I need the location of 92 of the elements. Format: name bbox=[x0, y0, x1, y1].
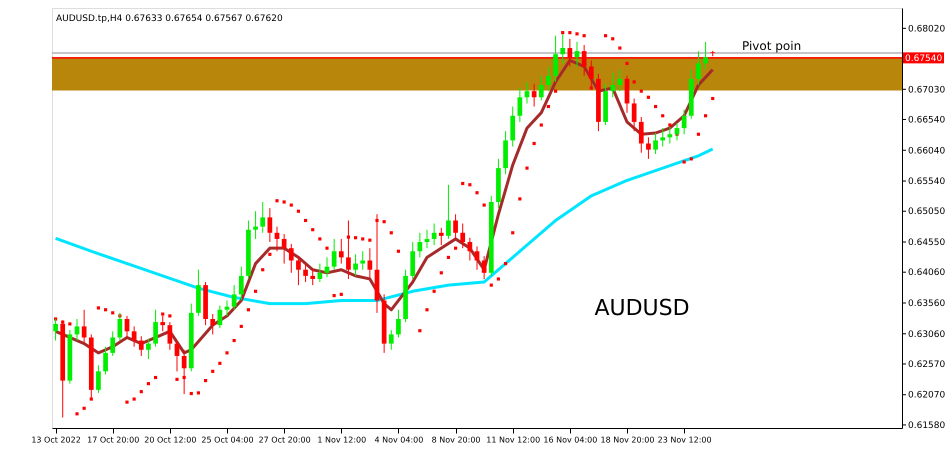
y-tick-label: 0.64550 bbox=[908, 238, 946, 248]
candlestick bbox=[74, 318, 80, 342]
candlestick bbox=[482, 256, 486, 280]
candlestick bbox=[174, 340, 180, 372]
candlestick bbox=[82, 309, 86, 344]
y-tick-label: 0.66540 bbox=[908, 115, 946, 126]
candlestick bbox=[146, 338, 151, 360]
y-tick-label: 0.63560 bbox=[908, 298, 946, 309]
candlestick bbox=[324, 256, 330, 278]
candlestick bbox=[138, 336, 144, 356]
candlestick bbox=[446, 184, 451, 240]
candlestick bbox=[474, 246, 480, 270]
candlestick bbox=[532, 83, 536, 108]
x-tick-label: 27 Oct 20:00 bbox=[258, 436, 311, 444]
candlestick bbox=[224, 300, 230, 316]
candlestick bbox=[638, 116, 644, 154]
candlestick bbox=[703, 41, 708, 70]
candlestick bbox=[268, 208, 272, 243]
candlestick bbox=[338, 238, 344, 264]
candlestick bbox=[460, 223, 466, 249]
x-tick-label: 1 Nov 12:00 bbox=[317, 436, 366, 444]
candlestick bbox=[360, 250, 366, 270]
candlestick bbox=[332, 238, 336, 270]
x-tick-label: 4 Nov 04:00 bbox=[374, 436, 424, 444]
x-tick-label: 17 Oct 20:00 bbox=[87, 436, 140, 444]
candlestick bbox=[453, 214, 458, 240]
y-tick-label: 0.66040 bbox=[908, 146, 946, 156]
candlestick bbox=[388, 330, 394, 350]
y-tick-label: 0.62570 bbox=[908, 360, 946, 370]
y-tick-label: 0.65540 bbox=[908, 177, 946, 188]
candlestick bbox=[574, 41, 580, 68]
x-tick-label: 13 Oct 2022 bbox=[31, 436, 81, 444]
y-tick-label: 0.67030 bbox=[908, 85, 946, 96]
candlestick bbox=[653, 132, 658, 154]
candlestick bbox=[396, 309, 401, 338]
x-tick-label: 11 Nov 12:00 bbox=[486, 436, 540, 444]
candlestick bbox=[588, 60, 594, 89]
x-tick-label: 18 Nov 20:00 bbox=[600, 436, 654, 444]
candlestick bbox=[618, 69, 622, 92]
candlestick bbox=[238, 266, 244, 302]
candlestick bbox=[282, 234, 286, 264]
candlestick bbox=[468, 237, 472, 261]
candlestick bbox=[660, 128, 666, 148]
x-tick-label: 23 Nov 12:00 bbox=[658, 436, 712, 444]
candlestick bbox=[110, 330, 116, 356]
candlestick bbox=[124, 315, 130, 338]
candlestick bbox=[303, 263, 308, 283]
candlestick bbox=[632, 98, 636, 132]
candlestick bbox=[96, 364, 101, 394]
candlestick bbox=[296, 256, 301, 286]
candlestick bbox=[288, 243, 294, 274]
candlestick bbox=[260, 201, 266, 234]
y-tick-label: 0.65050 bbox=[908, 207, 946, 218]
candlestick bbox=[253, 210, 258, 240]
candlestick bbox=[432, 223, 436, 246]
candlestick bbox=[353, 254, 358, 276]
candlestick bbox=[538, 75, 544, 101]
candlestick bbox=[368, 248, 372, 280]
candlestick bbox=[553, 35, 558, 82]
candlestick bbox=[696, 50, 701, 86]
candlestick bbox=[232, 284, 236, 310]
candlestick bbox=[610, 72, 616, 98]
ref-line-label: 0.67540 bbox=[905, 54, 942, 64]
x-tick-label: 8 Nov 20:00 bbox=[432, 436, 480, 444]
candlestick bbox=[682, 109, 686, 135]
candlestick bbox=[518, 88, 522, 122]
candlestick bbox=[438, 227, 444, 246]
candlestick bbox=[132, 326, 136, 348]
candlestick bbox=[103, 346, 108, 375]
candlestick bbox=[218, 304, 222, 329]
x-tick-label: 16 Nov 04:00 bbox=[543, 436, 598, 444]
candlestick bbox=[546, 66, 551, 92]
y-tick-label: 0.61580 bbox=[908, 420, 946, 431]
candlestick bbox=[418, 232, 422, 258]
candlestick bbox=[646, 136, 651, 160]
candlestick bbox=[318, 263, 322, 283]
y-tick-label: 0.62070 bbox=[908, 390, 946, 401]
x-tick-label: 25 Oct 04:00 bbox=[201, 436, 254, 444]
candlestick bbox=[168, 322, 172, 350]
candlestick bbox=[210, 314, 216, 335]
candlestick bbox=[424, 229, 430, 249]
annotation: Pivot poin bbox=[742, 39, 802, 53]
candlestick bbox=[153, 309, 158, 348]
y-tick-label: 0.63060 bbox=[908, 330, 946, 340]
candlestick bbox=[274, 226, 280, 252]
annotation: AUDUSD bbox=[594, 296, 690, 321]
annotation: AUDUSD.tp,H4 0.67633 0.67654 0.67567 0.67620 bbox=[56, 14, 283, 24]
y-tick-label: 0.68020 bbox=[908, 24, 946, 34]
x-tick-label: 20 Oct 12:00 bbox=[144, 436, 196, 444]
candlestick bbox=[524, 81, 530, 104]
candlestick bbox=[310, 268, 316, 286]
y-tick-label: 0.64060 bbox=[908, 268, 946, 278]
